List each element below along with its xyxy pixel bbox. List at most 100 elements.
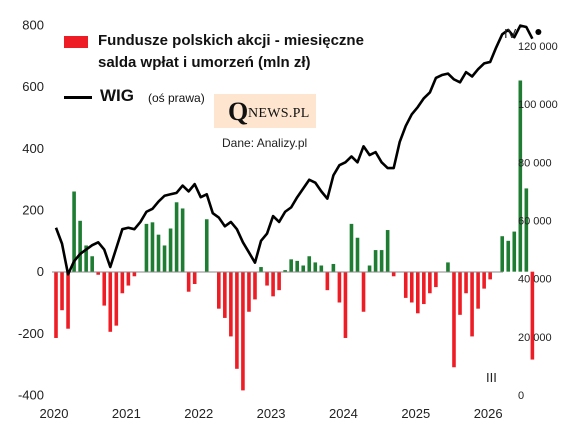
bar-22: [186, 271, 191, 292]
bar-39: [289, 259, 293, 272]
right-tick-6: 120 000: [518, 41, 558, 53]
bar-series: [54, 80, 535, 391]
left-tick-6: 800: [22, 18, 44, 33]
bar-12: [126, 271, 131, 286]
logo-rest: NEWS.PL: [248, 106, 310, 121]
bar-79: [530, 271, 535, 360]
last-point-marker: [535, 29, 542, 35]
bar-35: [265, 271, 269, 286]
bar-5: [84, 245, 88, 272]
bar-19: [168, 228, 173, 272]
bar-51: [361, 271, 366, 312]
bar-74: [500, 236, 505, 272]
bar-78: [524, 188, 529, 272]
bar-6: [90, 256, 94, 272]
bar-60: [416, 271, 420, 314]
bar-67: [458, 271, 462, 315]
bar-10: [114, 271, 119, 326]
bar-33: [253, 271, 257, 300]
bar-69: [470, 271, 474, 337]
x-tick-5: 2025: [401, 406, 430, 421]
bar-76: [512, 231, 517, 272]
right-tick-1: 20 000: [518, 332, 552, 344]
bar-9: [108, 271, 113, 332]
bar-36: [271, 271, 275, 297]
bar-16: [150, 222, 155, 272]
bar-41: [301, 265, 306, 272]
bar-63: [434, 271, 438, 288]
bar-68: [464, 271, 468, 294]
bar-66: [452, 271, 456, 368]
annotation-last-point: IV: [504, 26, 517, 41]
legend-line-label: WIG: [100, 86, 134, 105]
left-tick-4: 400: [22, 141, 44, 156]
bar-38: [283, 270, 287, 272]
qnews-logo: Q NEWS.PL: [214, 94, 316, 128]
x-tick-6: 2026: [474, 406, 503, 421]
bar-71: [482, 271, 486, 289]
annotation-last-bar: III: [486, 370, 497, 385]
right-tick-4: 80 000: [518, 157, 552, 169]
bar-65: [446, 262, 450, 272]
bar-32: [247, 271, 251, 312]
bar-8: [102, 271, 107, 306]
bar-28: [223, 271, 227, 318]
wig-line: [54, 24, 534, 276]
bar-43: [313, 262, 318, 272]
bar-25: [204, 219, 209, 272]
bar-53: [373, 250, 378, 272]
bar-46: [331, 263, 336, 272]
bar-52: [367, 265, 372, 272]
bar-72: [488, 271, 492, 280]
bar-45: [325, 271, 330, 291]
legend-bars-label-line2: salda wpłat i umorzeń (mln zł): [98, 54, 311, 71]
source-note: Dane: Analizy.pl: [222, 136, 308, 150]
left-axis: -400 -200 0 200 400 600 800: [18, 18, 44, 403]
bar-49: [349, 223, 354, 272]
bar-11: [120, 271, 125, 294]
bar-50: [355, 237, 360, 272]
x-tick-3: 2023: [257, 406, 286, 421]
right-tick-3: 60 000: [518, 215, 552, 227]
bar-70: [476, 271, 480, 309]
bar-20: [174, 202, 179, 272]
left-tick-1: -200: [18, 326, 44, 341]
bar-18: [162, 245, 167, 272]
bar-54: [379, 250, 384, 272]
bar-37: [277, 271, 281, 291]
bar-30: [235, 271, 239, 369]
bar-13: [132, 271, 137, 277]
bar-77: [518, 80, 523, 272]
bar-56: [391, 271, 396, 277]
legend-bars-label-line1: Fundusze polskich akcji - miesięczne: [98, 32, 364, 49]
bar-27: [217, 271, 221, 309]
bar-1: [60, 271, 64, 311]
x-tick-4: 2024: [329, 406, 358, 421]
bar-21: [180, 208, 185, 272]
bar-4: [78, 220, 82, 272]
bar-40: [295, 260, 299, 272]
left-tick-0: -400: [18, 388, 44, 403]
bar-29: [229, 271, 233, 337]
legend-line-swatch: [64, 96, 92, 99]
bar-17: [156, 234, 161, 272]
bar-58: [403, 271, 408, 298]
right-tick-2: 40 000: [518, 274, 552, 286]
bar-44: [319, 265, 324, 272]
bar-61: [422, 271, 426, 305]
logo-q: Q: [228, 97, 249, 126]
right-tick-0: 0: [518, 390, 524, 402]
bar-2: [66, 271, 70, 329]
bar-47: [337, 271, 342, 303]
bar-75: [506, 240, 511, 272]
bar-7: [96, 271, 101, 275]
x-tick-0: 2020: [40, 406, 69, 421]
bar-59: [409, 271, 414, 303]
bar-15: [144, 223, 149, 272]
left-tick-5: 600: [22, 79, 44, 94]
bar-23: [192, 271, 197, 284]
right-tick-5: 100 000: [518, 99, 558, 111]
x-tick-1: 2021: [112, 406, 141, 421]
bar-62: [428, 271, 432, 294]
